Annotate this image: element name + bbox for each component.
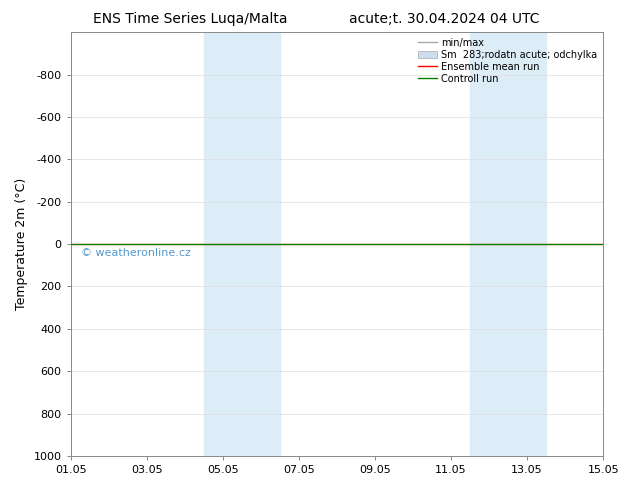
Bar bbox=[470, 32, 546, 456]
Bar bbox=[204, 32, 280, 456]
Text: acute;t. 30.04.2024 04 UTC: acute;t. 30.04.2024 04 UTC bbox=[349, 12, 539, 26]
Text: ENS Time Series Luqa/Malta: ENS Time Series Luqa/Malta bbox=[93, 12, 287, 26]
Legend: min/max, Sm  283;rodatn acute; odchylka, Ensemble mean run, Controll run: min/max, Sm 283;rodatn acute; odchylka, … bbox=[415, 35, 600, 87]
Text: © weatheronline.cz: © weatheronline.cz bbox=[81, 248, 191, 258]
Y-axis label: Temperature 2m (°C): Temperature 2m (°C) bbox=[15, 178, 28, 310]
